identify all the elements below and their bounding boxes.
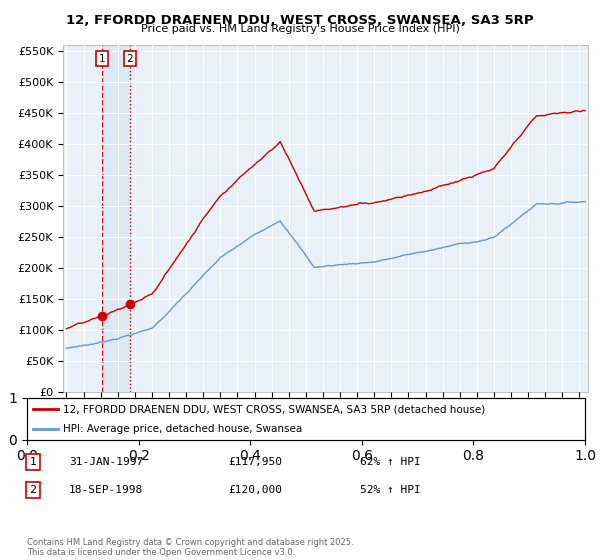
Text: HPI: Average price, detached house, Swansea: HPI: Average price, detached house, Swan… xyxy=(63,424,302,434)
Text: Contains HM Land Registry data © Crown copyright and database right 2025.
This d: Contains HM Land Registry data © Crown c… xyxy=(27,538,353,557)
Text: 2: 2 xyxy=(29,485,37,495)
Text: 2: 2 xyxy=(127,54,133,64)
Text: 18-SEP-1998: 18-SEP-1998 xyxy=(69,485,143,495)
Text: Price paid vs. HM Land Registry's House Price Index (HPI): Price paid vs. HM Land Registry's House … xyxy=(140,24,460,34)
Text: £120,000: £120,000 xyxy=(228,485,282,495)
Text: 31-JAN-1997: 31-JAN-1997 xyxy=(69,457,143,467)
Text: 1: 1 xyxy=(98,54,106,64)
Bar xyxy=(102,45,130,392)
Text: 1: 1 xyxy=(29,457,37,467)
Text: 12, FFORDD DRAENEN DDU, WEST CROSS, SWANSEA, SA3 5RP: 12, FFORDD DRAENEN DDU, WEST CROSS, SWAN… xyxy=(66,14,534,27)
Text: £117,950: £117,950 xyxy=(228,457,282,467)
Text: 12, FFORDD DRAENEN DDU, WEST CROSS, SWANSEA, SA3 5RP (detached house): 12, FFORDD DRAENEN DDU, WEST CROSS, SWAN… xyxy=(63,404,485,414)
Text: 62% ↑ HPI: 62% ↑ HPI xyxy=(360,457,421,467)
Text: 52% ↑ HPI: 52% ↑ HPI xyxy=(360,485,421,495)
